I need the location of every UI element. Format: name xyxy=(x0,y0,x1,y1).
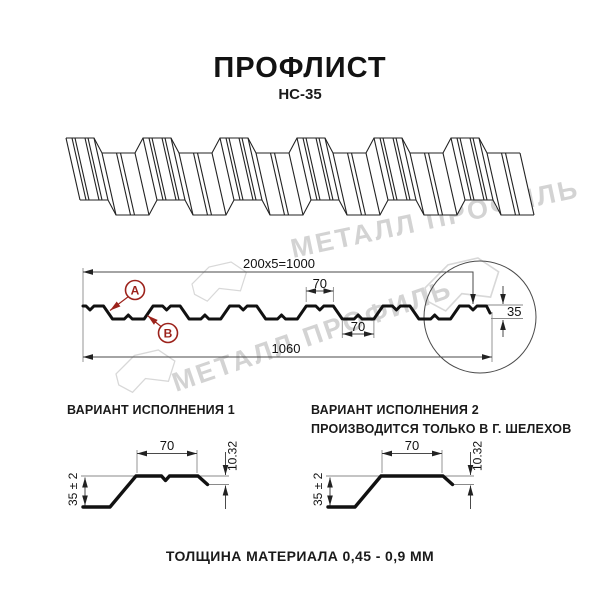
callout-a: А xyxy=(109,279,146,311)
material-thickness-note: ТОЛЩИНА МАТЕРИАЛА 0,45 - 0,9 ММ xyxy=(165,548,435,564)
dim-v2-top: 70 xyxy=(405,438,419,453)
variant1-drawing: 70 10.32 35 ± 2 xyxy=(66,438,240,509)
dim-overall-width: 1060 xyxy=(272,341,301,356)
dim-line-total-coverage xyxy=(83,269,476,304)
page-title: ПРОФЛИСТ xyxy=(213,52,387,84)
variant2-drawing: 70 10.32 35 ± 2 xyxy=(311,438,485,509)
dim-v1-top: 70 xyxy=(160,438,174,453)
dim-v1-lip: 10.32 xyxy=(226,441,240,471)
watermark-brand-text: МЕТАЛЛ ПРОФИЛЬ xyxy=(168,273,456,397)
callout-a-label: А xyxy=(131,284,140,298)
dim-v2-height: 35 ± 2 xyxy=(311,472,325,506)
variant1-header: ВАРИАНТ ИСПОЛНЕНИЯ 1 xyxy=(67,403,235,417)
profile-3d-drawing xyxy=(65,137,535,216)
callout-b-leader xyxy=(147,315,162,327)
callout-a-leader xyxy=(109,296,129,311)
dim-height: 35 xyxy=(507,304,521,319)
variant2-header-line2: ПРОИЗВОДИТСЯ ТОЛЬКО В Г. ШЕЛЕХОВ xyxy=(311,421,572,436)
variant2-header-line1: ВАРИАНТ ИСПОЛНЕНИЯ 2 xyxy=(311,403,479,417)
cross-section-profile xyxy=(81,304,492,321)
dim-total-coverage: 200x5=1000 xyxy=(243,256,315,271)
dim-rib-top: 70 xyxy=(313,276,327,291)
watermark-logo-shape xyxy=(191,261,248,302)
profile-model-label: НС-35 xyxy=(278,86,322,103)
cross-section-drawing: 200x5=1000 1060 70 70 35 А В xyxy=(81,256,537,374)
callout-b-circle xyxy=(157,322,179,344)
dim-v1-height: 35 ± 2 xyxy=(66,472,80,506)
variant2-header: ВАРИАНТ ИСПОЛНЕНИЯ 2 ПРОИЗВОДИТСЯ ТОЛЬКО… xyxy=(311,403,572,436)
dim-rib-bottom: 70 xyxy=(351,319,365,334)
watermark-logo-shape xyxy=(115,349,176,394)
callout-a-circle xyxy=(124,279,146,301)
variant1-profile xyxy=(81,474,210,509)
callout-b-label: В xyxy=(164,327,173,341)
callout-b: В xyxy=(147,315,179,344)
variant2-profile xyxy=(326,474,455,509)
detail-zoom-circle xyxy=(423,260,537,374)
dim-v2-lip: 10.32 xyxy=(471,441,485,471)
watermark-logo-shape xyxy=(424,257,500,312)
